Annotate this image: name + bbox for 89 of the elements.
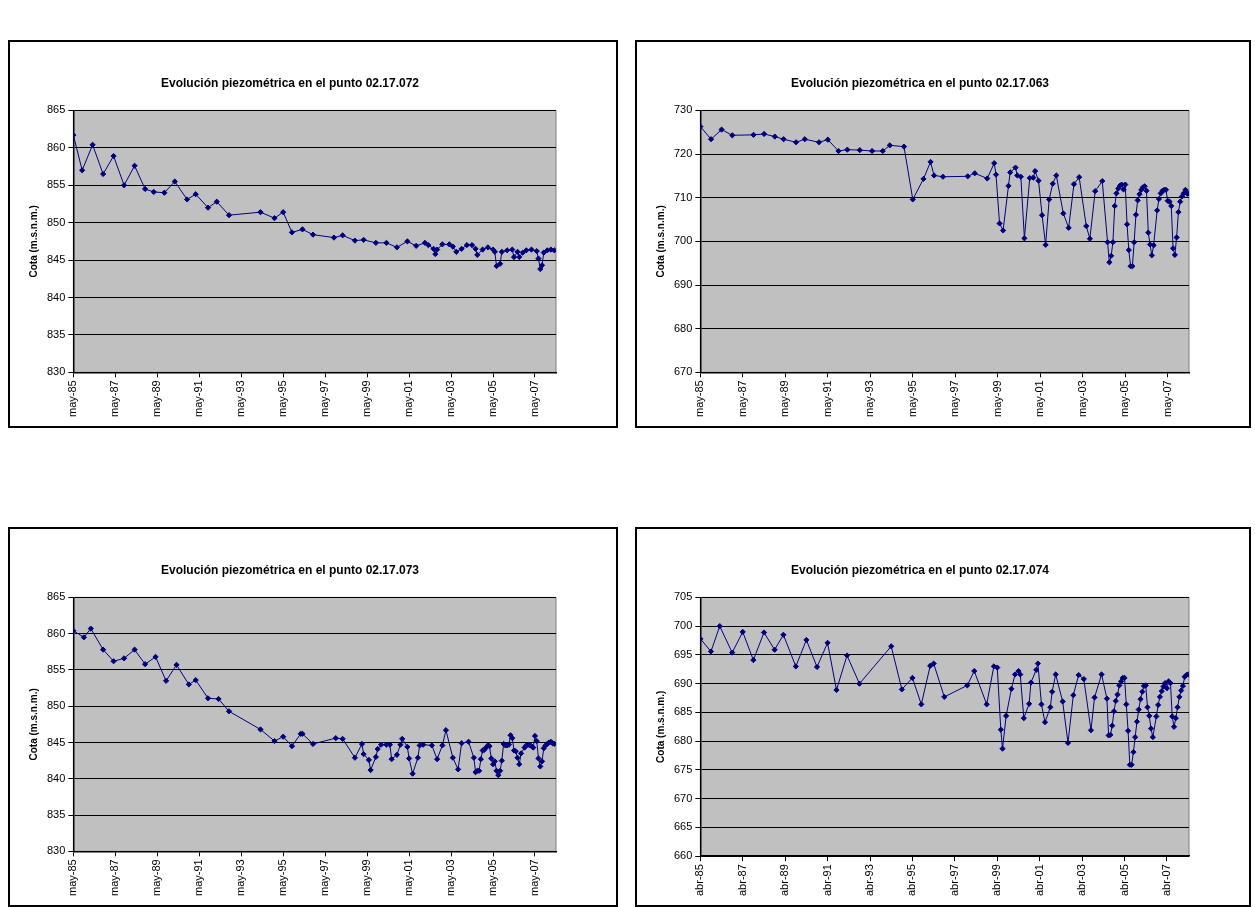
x-tick-label: may-01 <box>402 859 415 897</box>
x-tick-label: may-01 <box>1033 380 1046 418</box>
y-axis-title: Cota (m.s.n.m.) <box>27 205 39 278</box>
chart-title: Evolución piezométrica en el punto 02.17.073 <box>160 562 420 577</box>
y-tick-label: 670 <box>673 791 693 804</box>
y-tick-label: 690 <box>673 278 693 291</box>
x-tick-label: abr-89 <box>778 864 791 896</box>
x-tick-label: may-85 <box>66 859 79 897</box>
y-tick-label: 720 <box>673 147 693 160</box>
x-tick-label: may-93 <box>863 380 876 418</box>
x-tick-label: may-99 <box>360 380 373 418</box>
x-tick-label: may-95 <box>276 859 289 897</box>
x-tick-label: may-87 <box>735 380 748 418</box>
x-tick-label: may-99 <box>360 859 373 897</box>
x-tick-label: may-97 <box>318 380 331 418</box>
x-tick-label: may-97 <box>318 859 331 897</box>
y-axis-title: Cota (m.s.n.m.) <box>654 690 666 763</box>
y-tick-label: 710 <box>673 190 693 203</box>
y-tick-label: 845 <box>46 253 66 266</box>
y-tick-label: 835 <box>46 808 66 821</box>
x-tick-label: may-07 <box>528 859 540 897</box>
y-tick-label: 665 <box>673 820 693 833</box>
chart-title: Evolución piezométrica en el punto 02.17.074 <box>790 562 1050 577</box>
y-tick-label: 860 <box>46 140 66 153</box>
y-tick-label: 830 <box>46 844 66 857</box>
y-tick-label: 685 <box>673 705 693 718</box>
x-tick-label: may-91 <box>192 859 205 897</box>
y-tick-label: 690 <box>673 676 693 689</box>
x-tick-label: may-87 <box>108 859 121 897</box>
y-tick-label: 850 <box>46 699 66 712</box>
x-tick-label: may-95 <box>905 380 918 418</box>
y-tick-label: 680 <box>673 734 693 747</box>
x-tick-label: abr-01 <box>1032 864 1045 896</box>
x-tick-label: abr-87 <box>735 864 748 896</box>
x-tick-label: may-85 <box>693 380 706 418</box>
y-tick-label: 865 <box>46 590 66 603</box>
x-tick-label: may-89 <box>778 380 791 418</box>
y-tick-label: 840 <box>46 771 66 784</box>
y-tick-label: 730 <box>673 103 693 116</box>
x-tick-label: may-05 <box>486 380 499 418</box>
x-tick-label: may-89 <box>150 380 163 418</box>
y-tick-label: 835 <box>46 327 66 340</box>
y-tick-label: 695 <box>673 647 693 660</box>
y-tick-label: 660 <box>673 849 693 862</box>
x-tick-label: abr-07 <box>1159 864 1172 896</box>
x-tick-label: abr-05 <box>1117 864 1130 896</box>
y-tick-label: 855 <box>46 178 66 191</box>
y-tick-label: 850 <box>46 215 66 228</box>
y-tick-label: 670 <box>673 365 693 378</box>
x-tick-label: abr-93 <box>863 864 876 896</box>
y-axis-title: Cota (m.s.n.m.) <box>27 688 39 761</box>
x-tick-label: may-89 <box>150 859 163 897</box>
x-tick-label: abr-95 <box>905 864 918 896</box>
x-tick-label: abr-85 <box>693 864 706 896</box>
chart-title: Evolución piezométrica en el punto 02.17.072 <box>160 75 420 90</box>
x-tick-label: may-99 <box>990 380 1003 418</box>
x-tick-label: may-03 <box>444 380 457 418</box>
y-tick-label: 675 <box>673 762 693 775</box>
y-tick-label: 700 <box>673 234 693 247</box>
x-tick-label: may-87 <box>108 380 121 418</box>
x-tick-label: may-03 <box>444 859 457 897</box>
y-tick-label: 830 <box>46 365 66 378</box>
x-tick-label: abr-03 <box>1075 864 1088 896</box>
x-tick-label: may-01 <box>402 380 415 418</box>
x-tick-label: may-05 <box>1118 380 1131 418</box>
x-tick-label: may-07 <box>1160 380 1173 418</box>
x-tick-label: may-07 <box>528 380 540 418</box>
x-tick-label: may-91 <box>820 380 833 418</box>
chart-title: Evolución piezométrica en el punto 02.17.063 <box>790 75 1050 90</box>
y-axis-title: Cota (m.s.n.m.) <box>654 205 666 278</box>
x-tick-label: may-93 <box>234 859 247 897</box>
y-tick-label: 860 <box>46 626 66 639</box>
y-tick-label: 700 <box>673 619 693 632</box>
y-tick-label: 855 <box>46 662 66 675</box>
y-tick-label: 705 <box>673 590 693 603</box>
x-tick-label: may-03 <box>1075 380 1088 418</box>
y-tick-label: 840 <box>46 290 66 303</box>
y-tick-label: 845 <box>46 735 66 748</box>
x-tick-label: may-95 <box>276 380 289 418</box>
y-tick-label: 865 <box>46 103 66 116</box>
x-tick-label: may-05 <box>486 859 499 897</box>
x-tick-label: may-91 <box>192 380 205 418</box>
x-tick-label: may-85 <box>66 380 79 418</box>
x-tick-label: abr-99 <box>990 864 1003 896</box>
x-tick-label: abr-91 <box>820 864 833 896</box>
x-tick-label: may-97 <box>948 380 961 418</box>
x-tick-label: abr-97 <box>947 864 960 896</box>
x-tick-label: may-93 <box>234 380 247 418</box>
y-tick-label: 680 <box>673 321 693 334</box>
